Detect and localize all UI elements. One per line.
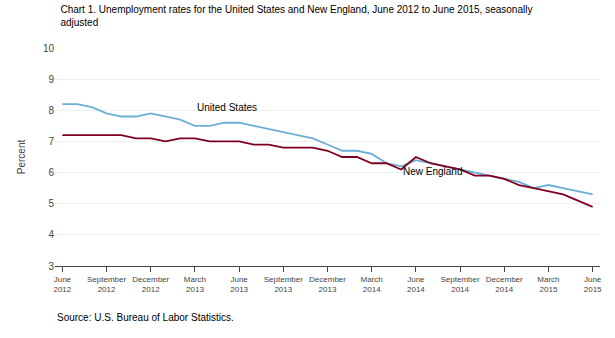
svg-text:Percent: Percent <box>16 140 27 175</box>
svg-text:6: 6 <box>48 167 54 178</box>
svg-text:June2015: June2015 <box>584 275 602 294</box>
svg-text:4: 4 <box>48 229 54 240</box>
svg-text:September2012: September2012 <box>87 275 126 294</box>
svg-text:December2014: December2014 <box>486 275 523 294</box>
svg-text:Source: U.S. Bureau of Labor S: Source: U.S. Bureau of Labor Statistics. <box>57 312 234 323</box>
svg-text:United States: United States <box>197 102 257 113</box>
svg-text:5: 5 <box>48 198 54 209</box>
svg-text:September2013: September2013 <box>264 275 303 294</box>
svg-text:March2013: March2013 <box>184 275 206 294</box>
svg-text:7: 7 <box>48 136 54 147</box>
svg-text:December2013: December2013 <box>309 275 346 294</box>
svg-text:New England: New England <box>403 166 462 177</box>
svg-text:March2014: March2014 <box>361 275 383 294</box>
svg-text:December2012: December2012 <box>132 275 169 294</box>
svg-text:Chart 1. Unemployment rates fo: Chart 1. Unemployment rates for the Unit… <box>60 4 532 28</box>
svg-text:September2014: September2014 <box>440 275 479 294</box>
svg-text:June2014: June2014 <box>407 275 425 294</box>
svg-text:10: 10 <box>43 43 55 54</box>
svg-text:March2015: March2015 <box>537 275 559 294</box>
svg-text:8: 8 <box>48 105 54 116</box>
svg-text:June2012: June2012 <box>53 275 71 294</box>
svg-text:June2013: June2013 <box>230 275 248 294</box>
svg-text:9: 9 <box>48 74 54 85</box>
svg-text:3: 3 <box>48 261 54 272</box>
